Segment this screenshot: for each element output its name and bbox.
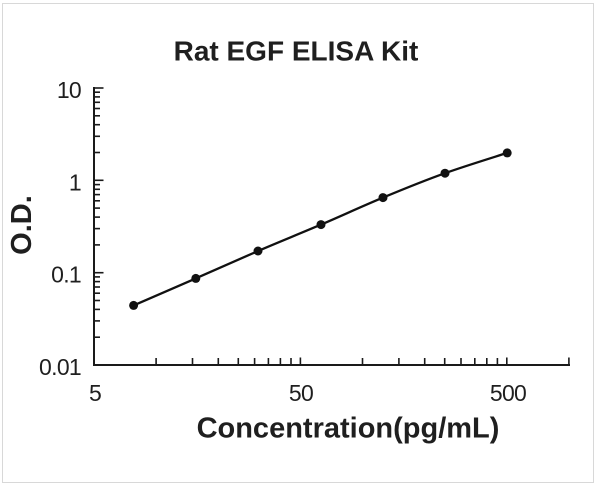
svg-text:Rat EGF ELISA Kit: Rat EGF ELISA Kit — [174, 36, 419, 67]
svg-text:O.D.: O.D. — [6, 195, 38, 255]
svg-text:Concentration(pg/mL): Concentration(pg/mL) — [197, 413, 500, 445]
svg-text:0.01: 0.01 — [39, 354, 81, 380]
svg-text:10: 10 — [57, 77, 81, 103]
svg-text:1: 1 — [69, 169, 81, 195]
svg-text:5: 5 — [89, 380, 101, 406]
svg-text:500: 500 — [490, 380, 526, 406]
svg-text:50: 50 — [289, 380, 313, 406]
svg-text:0.1: 0.1 — [51, 262, 81, 288]
